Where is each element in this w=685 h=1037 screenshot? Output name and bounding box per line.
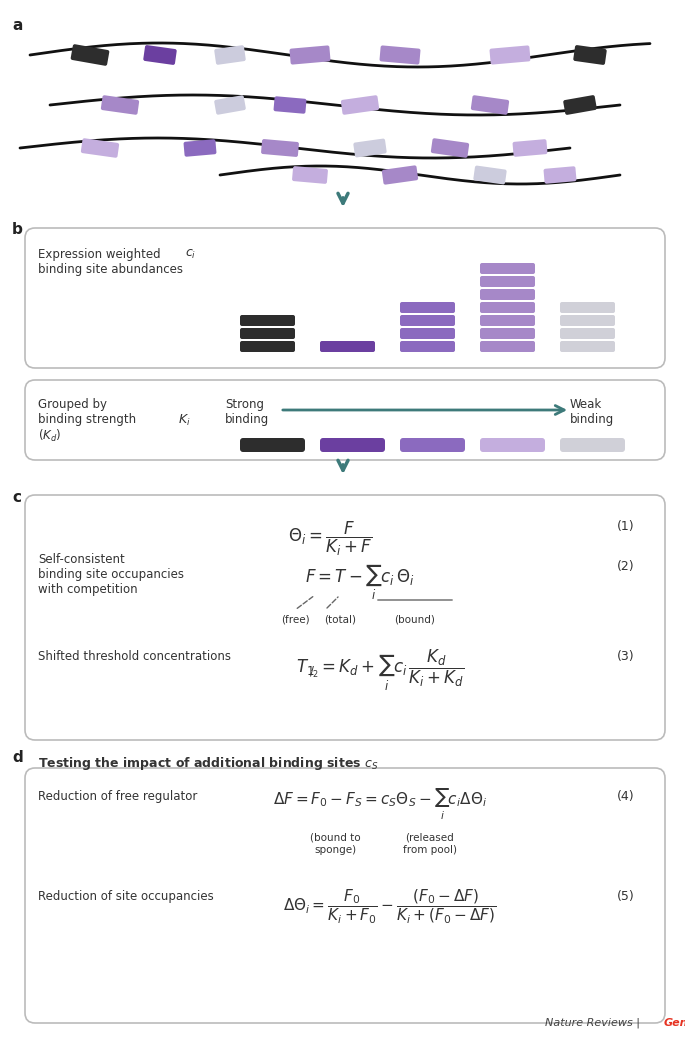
FancyBboxPatch shape: [214, 46, 246, 64]
Text: (2): (2): [617, 560, 635, 573]
Text: $c_i$: $c_i$: [185, 248, 197, 261]
Text: $\Delta F = F_0 - F_S = c_S\Theta_S - \sum_i c_i\Delta\Theta_i$: $\Delta F = F_0 - F_S = c_S\Theta_S - \s…: [273, 788, 487, 822]
FancyBboxPatch shape: [480, 341, 535, 352]
FancyBboxPatch shape: [400, 438, 465, 452]
Text: $(K_d)$: $(K_d)$: [38, 428, 62, 444]
FancyBboxPatch shape: [560, 328, 615, 339]
FancyBboxPatch shape: [353, 139, 386, 158]
FancyBboxPatch shape: [184, 139, 216, 157]
Text: $\Theta_i = \dfrac{F}{K_i+F}$: $\Theta_i = \dfrac{F}{K_i+F}$: [288, 520, 372, 558]
FancyBboxPatch shape: [143, 45, 177, 65]
Text: binding: binding: [570, 413, 614, 426]
FancyBboxPatch shape: [81, 138, 119, 158]
FancyBboxPatch shape: [473, 166, 507, 185]
FancyBboxPatch shape: [560, 438, 625, 452]
FancyBboxPatch shape: [379, 46, 421, 64]
FancyBboxPatch shape: [544, 166, 577, 184]
FancyBboxPatch shape: [240, 438, 305, 452]
FancyBboxPatch shape: [71, 45, 110, 65]
FancyBboxPatch shape: [320, 341, 375, 352]
FancyBboxPatch shape: [25, 495, 665, 740]
Text: Self-consistent: Self-consistent: [38, 553, 125, 566]
Text: (free): (free): [281, 614, 310, 624]
Text: (4): (4): [617, 790, 635, 803]
FancyBboxPatch shape: [480, 315, 535, 326]
FancyBboxPatch shape: [573, 45, 607, 65]
Text: Reduction of free regulator: Reduction of free regulator: [38, 790, 197, 803]
Text: $F = T - \sum_i c_i\,\Theta_i$: $F = T - \sum_i c_i\,\Theta_i$: [306, 562, 415, 601]
FancyBboxPatch shape: [273, 96, 306, 114]
FancyBboxPatch shape: [292, 166, 328, 184]
Text: Strong: Strong: [225, 398, 264, 411]
Text: Expression weighted: Expression weighted: [38, 248, 160, 261]
FancyBboxPatch shape: [101, 95, 139, 115]
FancyBboxPatch shape: [25, 228, 665, 368]
FancyBboxPatch shape: [480, 289, 535, 300]
Text: (3): (3): [617, 650, 635, 663]
FancyBboxPatch shape: [431, 138, 469, 158]
Text: $K_i$: $K_i$: [178, 413, 190, 428]
FancyBboxPatch shape: [341, 95, 379, 115]
Text: (bound): (bound): [395, 614, 436, 624]
FancyBboxPatch shape: [320, 438, 385, 452]
Text: Reduction of site occupancies: Reduction of site occupancies: [38, 890, 214, 903]
FancyBboxPatch shape: [563, 95, 597, 115]
Text: (5): (5): [617, 890, 635, 903]
Text: Testing the impact of additional binding sites $c_S$: Testing the impact of additional binding…: [38, 755, 379, 772]
FancyBboxPatch shape: [471, 95, 509, 115]
FancyBboxPatch shape: [512, 139, 547, 157]
Text: Genetics: Genetics: [664, 1018, 685, 1028]
FancyBboxPatch shape: [261, 139, 299, 157]
FancyBboxPatch shape: [240, 315, 295, 326]
FancyBboxPatch shape: [560, 315, 615, 326]
FancyBboxPatch shape: [480, 302, 535, 313]
Text: binding strength: binding strength: [38, 413, 136, 426]
Text: $T_{1\!\!/_{\!2}} = K_d + \sum_i c_i\,\dfrac{K_d}{K_i+K_d}$: $T_{1\!\!/_{\!2}} = K_d + \sum_i c_i\,\d…: [296, 648, 464, 694]
FancyBboxPatch shape: [400, 341, 455, 352]
Text: c: c: [12, 491, 21, 505]
Text: Nature Reviews |: Nature Reviews |: [545, 1017, 643, 1028]
Text: (released: (released: [406, 832, 454, 842]
Text: with competition: with competition: [38, 583, 138, 596]
FancyBboxPatch shape: [400, 302, 455, 313]
FancyBboxPatch shape: [560, 341, 615, 352]
FancyBboxPatch shape: [480, 438, 545, 452]
FancyBboxPatch shape: [490, 46, 530, 64]
FancyBboxPatch shape: [240, 341, 295, 352]
FancyBboxPatch shape: [400, 315, 455, 326]
FancyBboxPatch shape: [214, 95, 246, 115]
Text: $\Delta\Theta_i = \dfrac{F_0}{K_i+F_0} - \dfrac{(F_0-\Delta F)}{K_i+(F_0-\Delta : $\Delta\Theta_i = \dfrac{F_0}{K_i+F_0} -…: [284, 888, 497, 926]
FancyBboxPatch shape: [480, 276, 535, 287]
FancyBboxPatch shape: [560, 302, 615, 313]
Text: a: a: [12, 18, 23, 33]
Text: Shifted threshold concentrations: Shifted threshold concentrations: [38, 650, 231, 663]
FancyBboxPatch shape: [382, 165, 418, 185]
Text: binding site abundances: binding site abundances: [38, 263, 183, 276]
FancyBboxPatch shape: [290, 46, 330, 64]
Text: (total): (total): [324, 614, 356, 624]
Text: Grouped by: Grouped by: [38, 398, 107, 411]
FancyBboxPatch shape: [480, 263, 535, 274]
Text: sponge): sponge): [314, 845, 356, 854]
Text: Weak: Weak: [570, 398, 602, 411]
Text: from pool): from pool): [403, 845, 457, 854]
Text: (bound to: (bound to: [310, 832, 360, 842]
FancyBboxPatch shape: [240, 328, 295, 339]
Text: b: b: [12, 222, 23, 237]
Text: binding: binding: [225, 413, 269, 426]
FancyBboxPatch shape: [25, 768, 665, 1022]
FancyBboxPatch shape: [400, 328, 455, 339]
Text: (1): (1): [617, 520, 635, 533]
Text: d: d: [12, 750, 23, 765]
FancyBboxPatch shape: [480, 328, 535, 339]
FancyBboxPatch shape: [25, 380, 665, 460]
Text: binding site occupancies: binding site occupancies: [38, 568, 184, 581]
